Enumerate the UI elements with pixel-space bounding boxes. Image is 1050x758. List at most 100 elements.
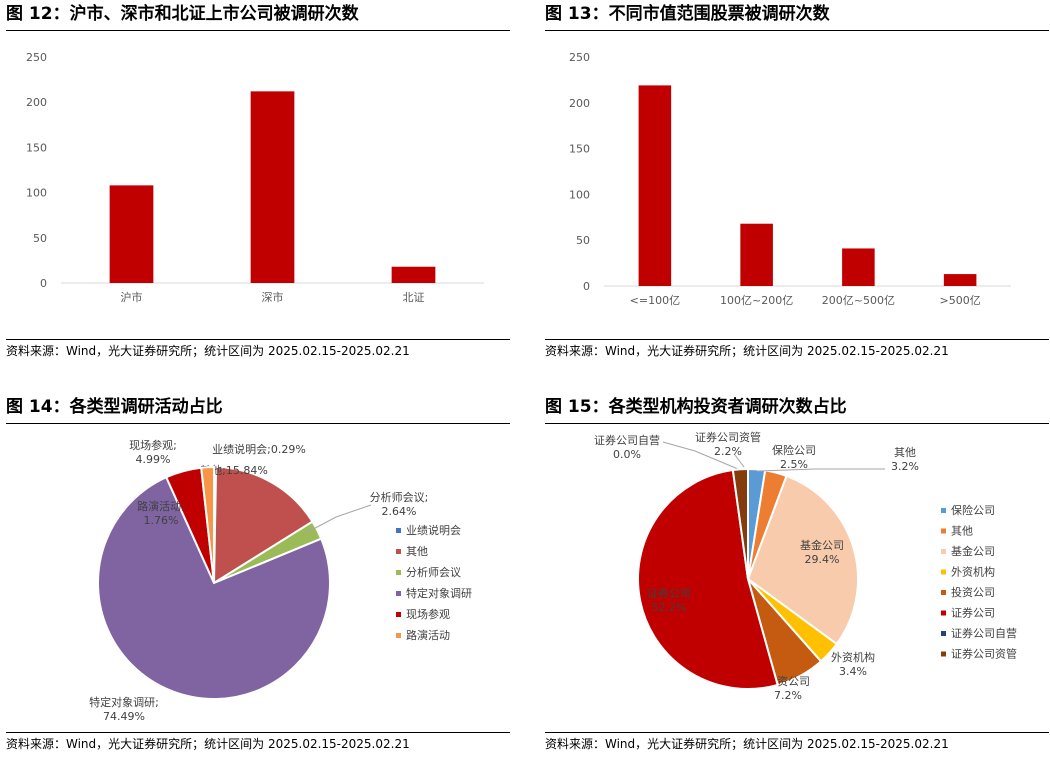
legend-label: 证券公司自营 — [951, 626, 1017, 640]
y-tick-label: 0 — [40, 277, 47, 290]
x-category-label: 北证 — [403, 291, 425, 304]
legend-label: 路演活动 — [406, 628, 450, 642]
legend-label: 外资机构 — [951, 565, 995, 579]
leader-line — [305, 504, 372, 534]
data-label: 基金公司 29.4% — [800, 538, 844, 566]
bar — [842, 248, 875, 286]
legend-label: 保险公司 — [951, 503, 995, 517]
bar-chart-13: 0 50 100 150 200 250 <=100亿 100亿~200亿 200亿~500亿 >… — [569, 51, 1011, 307]
legend-swatch — [941, 569, 946, 575]
data-label: 分析师会议; 2.64% — [370, 490, 429, 518]
legend-label: 现场参观 — [406, 607, 450, 621]
legend-swatch — [941, 651, 946, 657]
legend-swatch — [941, 528, 946, 534]
data-label: 证券公司资管 2.2% — [695, 430, 761, 458]
legend-label: 特定对象调研 — [406, 586, 472, 600]
chart-title: 图 13：不同市值范围股票被调研次数 — [545, 4, 830, 24]
legend-swatch — [941, 631, 946, 636]
source-note: 资料来源：Wind，光大证券研究所；统计区间为 2025.02.15-2025.… — [545, 344, 949, 358]
legend-swatch — [941, 549, 946, 554]
y-tick-label: 50 — [576, 234, 590, 247]
x-category-label: 深市 — [262, 290, 284, 304]
legend-swatch — [396, 528, 401, 533]
x-category-label: 沪市 — [121, 290, 143, 304]
data-label: 业绩说明会;0.29% — [212, 442, 306, 456]
legend-label: 其他 — [951, 525, 973, 538]
chart-title: 图 15：各类型机构投资者调研次数占比 — [545, 397, 847, 417]
legend-label: 其他 — [406, 545, 428, 558]
y-tick-label: 150 — [569, 143, 590, 156]
legend-label: 基金公司 — [951, 544, 995, 558]
data-label: 特定对象调研; 74.49% — [89, 695, 159, 723]
y-tick-label: 100 — [26, 187, 47, 200]
chart-panel-15: 图 15：各类型机构投资者调研次数占比 保险公司 2.5% 保险公司 其他 3.2% 其他… — [545, 393, 1049, 758]
leader-line — [734, 454, 745, 468]
data-label: 现场参观; 4.99% — [129, 438, 177, 466]
legend-swatch — [941, 590, 946, 595]
legend-label: 业绩说明会 — [406, 523, 461, 537]
legend-swatch — [396, 633, 401, 638]
title-rule — [6, 30, 510, 31]
y-tick-label: 100 — [569, 188, 590, 201]
chart-title: 图 12：沪市、深市和北证上市公司被调研次数 — [6, 4, 359, 24]
legend-swatch — [396, 591, 401, 596]
legend-swatch — [941, 610, 946, 616]
source-rule — [545, 339, 1049, 340]
data-label: 其他;15.84% — [200, 464, 268, 477]
pie-slice — [731, 467, 749, 580]
y-tick-label: 50 — [33, 232, 47, 245]
source-note: 资料来源：Wind，光大证券研究所；统计区间为 2025.02.15-2025.… — [6, 737, 410, 751]
bar — [250, 91, 295, 283]
title-rule — [545, 423, 1049, 424]
chart-panel-12: 图 12：沪市、深市和北证上市公司被调研次数 0 50 100 150 200 250 沪市… — [6, 0, 510, 370]
title-rule — [6, 423, 510, 424]
pie-slice — [97, 475, 331, 700]
legend-swatch — [941, 508, 946, 513]
title-rule — [545, 30, 1049, 31]
source-note: 资料来源：Wind，光大证券研究所；统计区间为 2025.02.15-2025.… — [6, 344, 410, 358]
legend-swatch — [396, 612, 401, 617]
pie-slice — [200, 465, 215, 584]
legend-label: 证券公司资管 — [951, 647, 1017, 661]
data-label: 保险公司 2.5% — [772, 443, 816, 471]
data-label: 其他 3.2% — [891, 446, 919, 473]
data-label: 路演活动; 1.76% — [137, 499, 185, 527]
pie-chart-14: 业绩说明会;0.29% 业绩说明会 其他;15.84% 其他 分析师会议; 2.64% 分析… — [89, 438, 472, 723]
data-label: 外资机构 3.4% — [831, 650, 875, 678]
pie-slice — [212, 466, 314, 585]
legend-swatch — [396, 570, 401, 575]
legend-label: 投资公司 — [951, 585, 995, 599]
source-rule — [545, 732, 1049, 733]
y-tick-label: 250 — [26, 51, 47, 64]
leader-line — [756, 468, 885, 472]
leader-line — [662, 441, 739, 470]
source-note: 资料来源：Wind，光大证券研究所；统计区间为 2025.02.15-2025.… — [545, 737, 949, 751]
y-tick-label: 200 — [26, 96, 47, 109]
data-label: 证券公司 52.2% — [647, 586, 691, 614]
data-label: 证券公司自营 0.0% — [594, 433, 660, 461]
source-rule — [6, 732, 510, 733]
bar — [391, 266, 436, 283]
bar — [740, 223, 773, 286]
legend-label: 分析师会议 — [406, 565, 461, 579]
chart-panel-13: 图 13：不同市值范围股票被调研次数 0 50 100 150 200 250 <=100亿… — [545, 0, 1049, 370]
y-tick-label: 250 — [569, 51, 590, 64]
y-tick-label: 200 — [569, 97, 590, 110]
y-tick-label: 150 — [26, 141, 47, 154]
bar — [943, 274, 977, 286]
bar — [638, 85, 672, 286]
legend-swatch — [396, 549, 401, 554]
x-category-label: 100亿~200亿 — [720, 294, 793, 307]
bar — [109, 185, 154, 283]
legend-label: 证券公司 — [951, 606, 995, 620]
chart-panel-14: 图 14：各类型调研活动占比 业绩说明会;0.29% 业绩说明会 其他;15.84%… — [6, 393, 510, 758]
y-tick-label: 0 — [583, 280, 590, 293]
source-rule — [6, 339, 510, 340]
pie-slice — [637, 468, 779, 690]
x-category-label: <=100亿 — [630, 294, 680, 307]
x-category-label: >500亿 — [940, 294, 981, 307]
x-category-label: 200亿~500亿 — [822, 294, 895, 307]
bar-chart-12: 0 50 100 150 200 250 沪市 深市 北证 — [26, 51, 484, 304]
pie-slice — [746, 474, 859, 646]
